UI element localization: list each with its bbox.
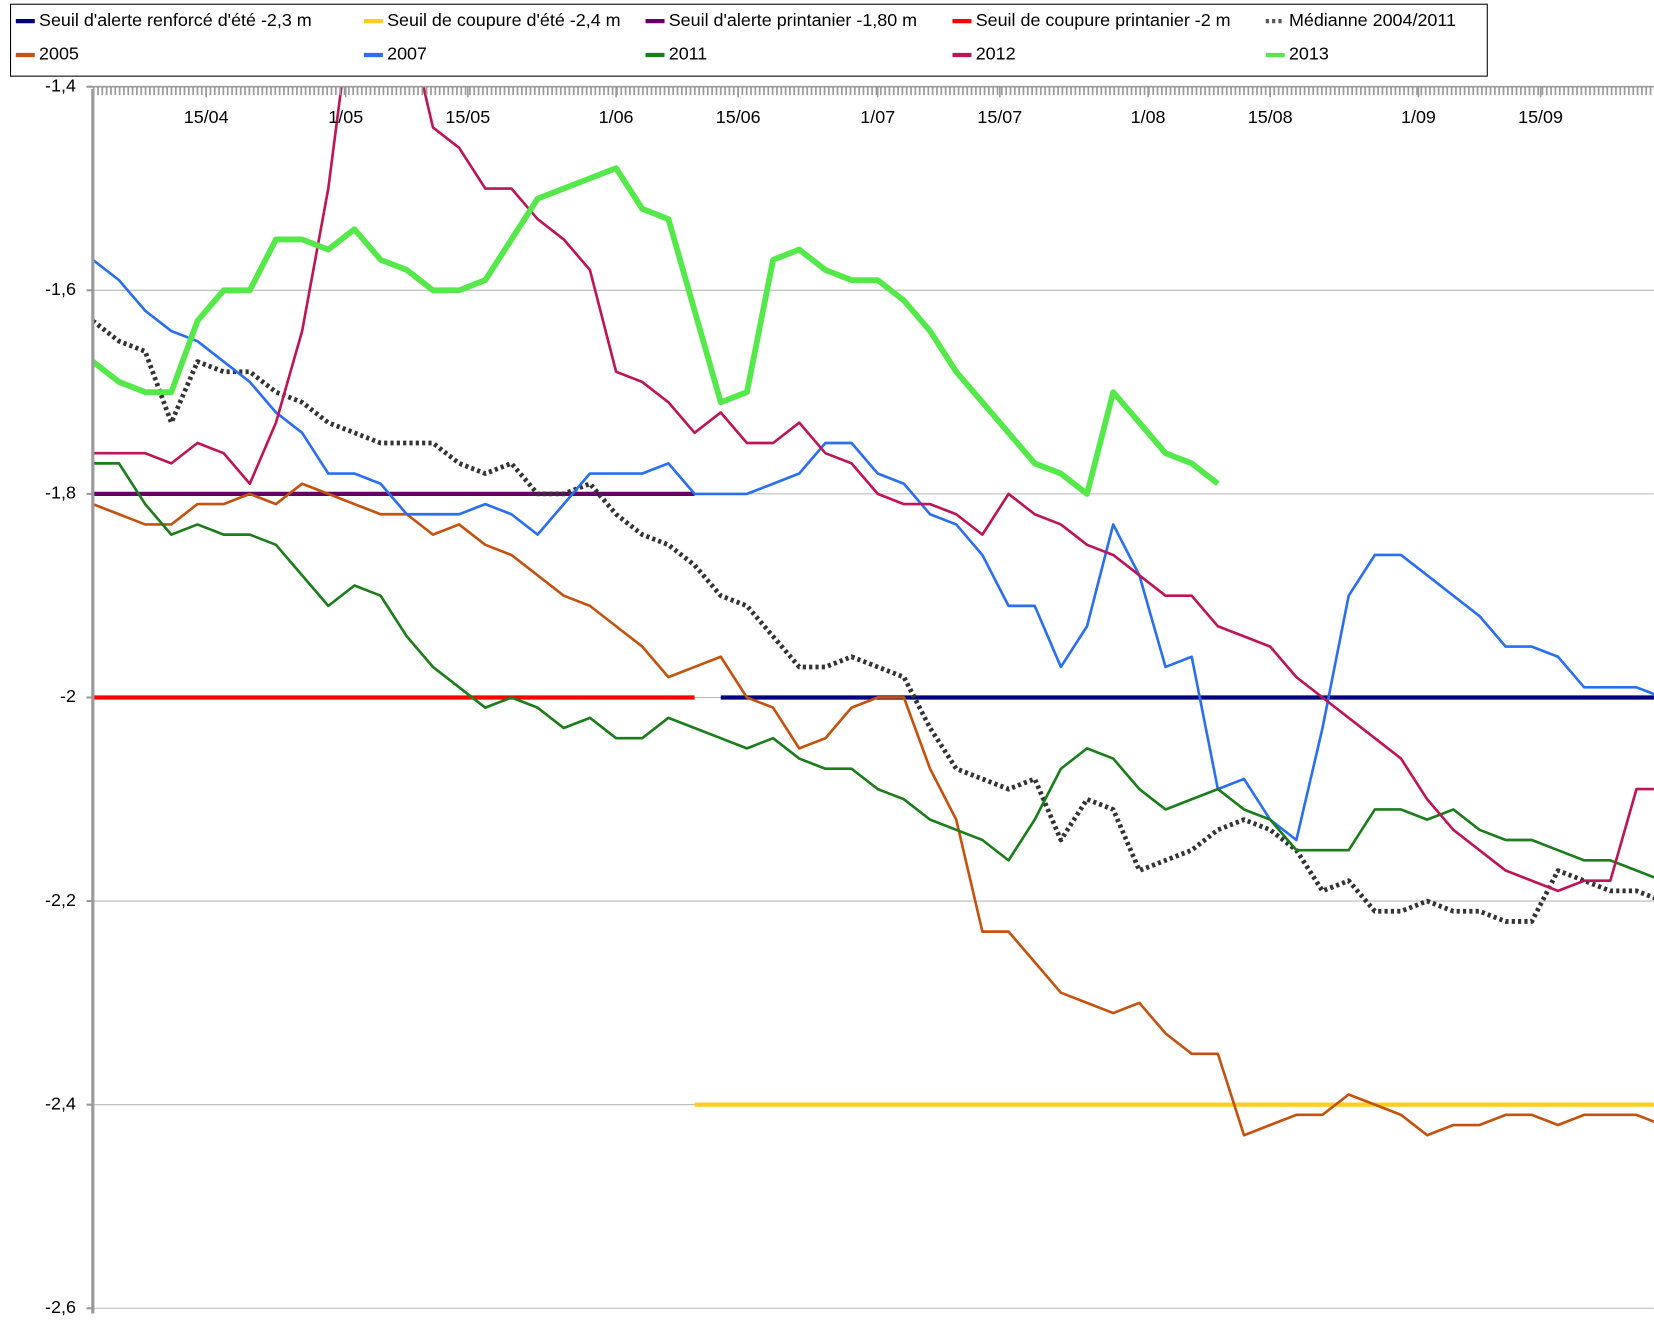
legend-label: 2012 bbox=[976, 44, 1016, 64]
x-tick-label: 1/07 bbox=[860, 107, 895, 127]
series-line bbox=[92, 462, 1654, 879]
y-tick-label: -2,2 bbox=[45, 890, 76, 910]
x-tick-label: 15/04 bbox=[184, 107, 229, 127]
y-tick-label: -2 bbox=[60, 686, 76, 706]
x-tick-label: 1/06 bbox=[599, 107, 634, 127]
plot-lines bbox=[92, 86, 1654, 1137]
x-tick-label: 15/05 bbox=[445, 107, 490, 127]
y-tick-label: -1,8 bbox=[45, 483, 76, 503]
legend-label: Médianne 2004/2011 bbox=[1289, 10, 1456, 30]
y-tick-label: -1,4 bbox=[45, 75, 76, 95]
y-tick-label: -1,6 bbox=[45, 279, 76, 299]
series-line bbox=[92, 165, 1220, 497]
legend-label: Seuil de coupure printanier -2 m bbox=[976, 10, 1231, 30]
x-tick-label: 1/08 bbox=[1131, 107, 1166, 127]
series-line bbox=[92, 318, 1654, 924]
y-tick-label: -2,6 bbox=[45, 1297, 76, 1317]
series-line bbox=[92, 482, 1654, 1137]
legend-label: 2007 bbox=[387, 44, 427, 64]
series-line bbox=[92, 86, 1654, 893]
chart-body: -1,4 -1,6 -1,8 -2 -2,2 -2,4 -2,6 15/04 1/05 15/05… bbox=[10, 3, 1654, 1317]
x-tick-label: 15/06 bbox=[716, 107, 761, 127]
x-tick-label: 15/07 bbox=[977, 107, 1022, 127]
legend: Seuil d'alerte renforcé d'été -2,3 m Seui… bbox=[10, 3, 1488, 77]
series-line bbox=[92, 258, 1654, 842]
x-tick-label: 15/08 bbox=[1248, 107, 1293, 127]
axes: -1,4 -1,6 -1,8 -2 -2,2 -2,4 -2,6 15/04 1/05 15/05… bbox=[45, 75, 1654, 1317]
x-tick-label: 1/09 bbox=[1401, 107, 1436, 127]
x-tick-label: 1/05 bbox=[328, 107, 363, 127]
x-tick-label: 15/09 bbox=[1518, 107, 1563, 127]
legend-box bbox=[10, 3, 1488, 77]
legend-label: Seuil d'alerte printanier -1,80 m bbox=[669, 10, 917, 30]
y-tick-label: -2,4 bbox=[45, 1093, 76, 1113]
legend-label: Seuil de coupure d'été -2,4 m bbox=[387, 10, 620, 30]
legend-label: 2005 bbox=[39, 44, 79, 64]
legend-label: Seuil d'alerte renforcé d'été -2,3 m bbox=[39, 10, 312, 30]
legend-label: 2013 bbox=[1289, 44, 1329, 64]
legend-label: 2011 bbox=[669, 44, 708, 64]
